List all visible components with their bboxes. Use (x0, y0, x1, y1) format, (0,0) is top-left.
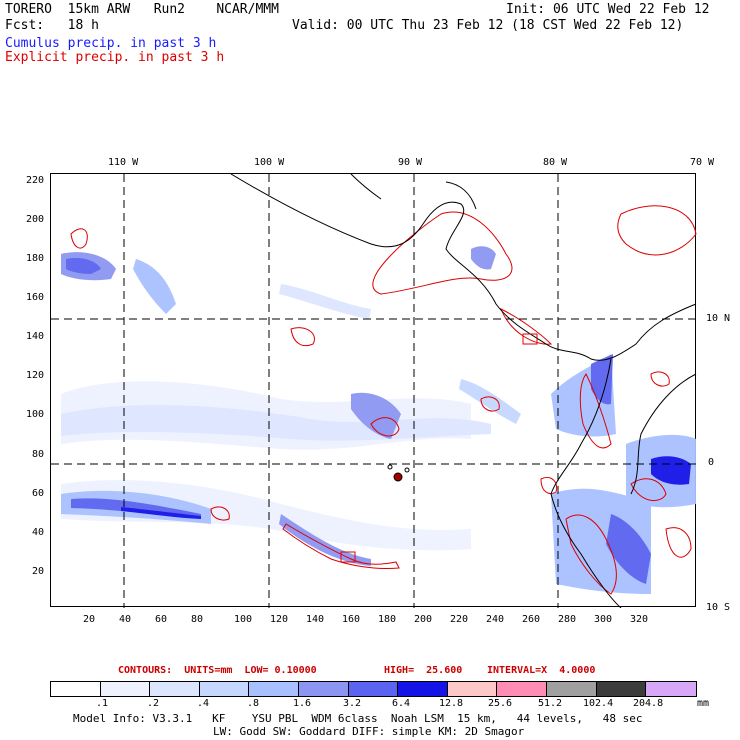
colorbar-swatch (646, 682, 696, 696)
x-grid-label: 120 (270, 614, 289, 625)
colorbar-label: .8 (247, 698, 260, 709)
x-grid-label: 260 (522, 614, 541, 625)
y-grid-label: 80 (32, 449, 45, 460)
y-grid-label: 200 (26, 214, 45, 225)
colorbar-label: .2 (147, 698, 160, 709)
colorbar-swatch (100, 682, 151, 696)
highlight-box (522, 333, 538, 345)
highlight-box (340, 551, 356, 563)
colorbar-label: 102.4 (583, 698, 614, 709)
lat-label-equator: 0 (708, 457, 715, 468)
colorbar-label: 51.2 (538, 698, 563, 709)
cumulus-precip-field (61, 246, 696, 594)
x-grid-label: 80 (191, 614, 204, 625)
lat-lon-grid (51, 174, 697, 608)
x-grid-label: 220 (450, 614, 469, 625)
colorbar-swatch (199, 682, 250, 696)
colorbar-label: 204.8 (633, 698, 664, 709)
colorbar-swatch (398, 682, 448, 696)
y-grid-label: 220 (26, 175, 45, 186)
map-canvas (51, 173, 697, 609)
x-grid-label: 300 (594, 614, 613, 625)
colorbar-label: 1.6 (293, 698, 312, 709)
x-grid-label: 240 (486, 614, 505, 625)
colorbar-swatch (447, 682, 498, 696)
colorbar-label: .1 (96, 698, 109, 709)
colorbar-swatch (348, 682, 399, 696)
header-run-info: TORERO 15km ARW Run2 NCAR/MMM (5, 2, 279, 17)
colorbar-swatch (546, 682, 597, 696)
lon-label-110w: 110 W (108, 157, 139, 168)
x-grid-label: 40 (119, 614, 132, 625)
colorbar-swatch (596, 682, 647, 696)
colorbar-label: 3.2 (343, 698, 362, 709)
lat-label-10s: 10 S (706, 602, 731, 613)
x-grid-label: 200 (414, 614, 433, 625)
colorbar-label: 25.6 (488, 698, 513, 709)
x-grid-label: 140 (306, 614, 325, 625)
precip-colorbar (50, 681, 697, 697)
contour-interval: INTERVAL=X 4.0000 (487, 665, 596, 676)
lon-label-90w: 90 W (398, 157, 423, 168)
x-grid-label: 280 (558, 614, 577, 625)
x-grid-label: 60 (155, 614, 168, 625)
lat-label-10n: 10 N (706, 313, 731, 324)
y-grid-label: 40 (32, 527, 45, 538)
colorbar-swatch (497, 682, 547, 696)
x-grid-label: 160 (342, 614, 361, 625)
explicit-precip-contours (70, 205, 697, 595)
contour-info: CONTOURS: UNITS=mm LOW= 0.10000 (118, 665, 317, 676)
colorbar-units: mm (697, 698, 710, 709)
colorbar-label: .4 (197, 698, 210, 709)
x-grid-label: 320 (630, 614, 649, 625)
precipitation-map (50, 173, 697, 609)
legend-explicit: Explicit precip. in past 3 h (5, 50, 225, 65)
footer-model-info: Model Info: V3.3.1 KF YSU PBL WDM 6class… (73, 712, 643, 725)
lon-label-80w: 80 W (543, 157, 568, 168)
x-grid-label: 20 (83, 614, 96, 625)
x-grid-label: 180 (378, 614, 397, 625)
colorbar-swatch (150, 682, 200, 696)
colorbar-swatch (249, 682, 299, 696)
header-init-time: Init: 06 UTC Wed 22 Feb 12 (506, 2, 710, 17)
legend-cumulus: Cumulus precip. in past 3 h (5, 36, 217, 51)
y-grid-label: 20 (32, 566, 45, 577)
colorbar-swatch (298, 682, 349, 696)
colorbar-swatch (51, 682, 101, 696)
lon-label-100w: 100 W (254, 157, 285, 168)
x-grid-label: 100 (234, 614, 253, 625)
y-grid-label: 60 (32, 488, 45, 499)
header-forecast-hour: Fcst: 18 h (5, 18, 99, 33)
y-grid-label: 100 (26, 409, 45, 420)
footer-physics-info: LW: Godd SW: Goddard DIFF: simple KM: 2D… (213, 725, 525, 738)
coastlines (230, 173, 697, 609)
header-valid-time: Valid: 00 UTC Thu 23 Feb 12 (18 CST Wed … (292, 18, 684, 33)
colorbar-label: 12.8 (439, 698, 464, 709)
y-grid-label: 120 (26, 370, 45, 381)
colorbar-label: 6.4 (392, 698, 411, 709)
y-grid-label: 180 (26, 253, 45, 264)
y-grid-label: 160 (26, 292, 45, 303)
contour-high: HIGH= 25.600 (384, 665, 463, 676)
lon-label-70w: 70 W (690, 157, 715, 168)
y-grid-label: 140 (26, 331, 45, 342)
